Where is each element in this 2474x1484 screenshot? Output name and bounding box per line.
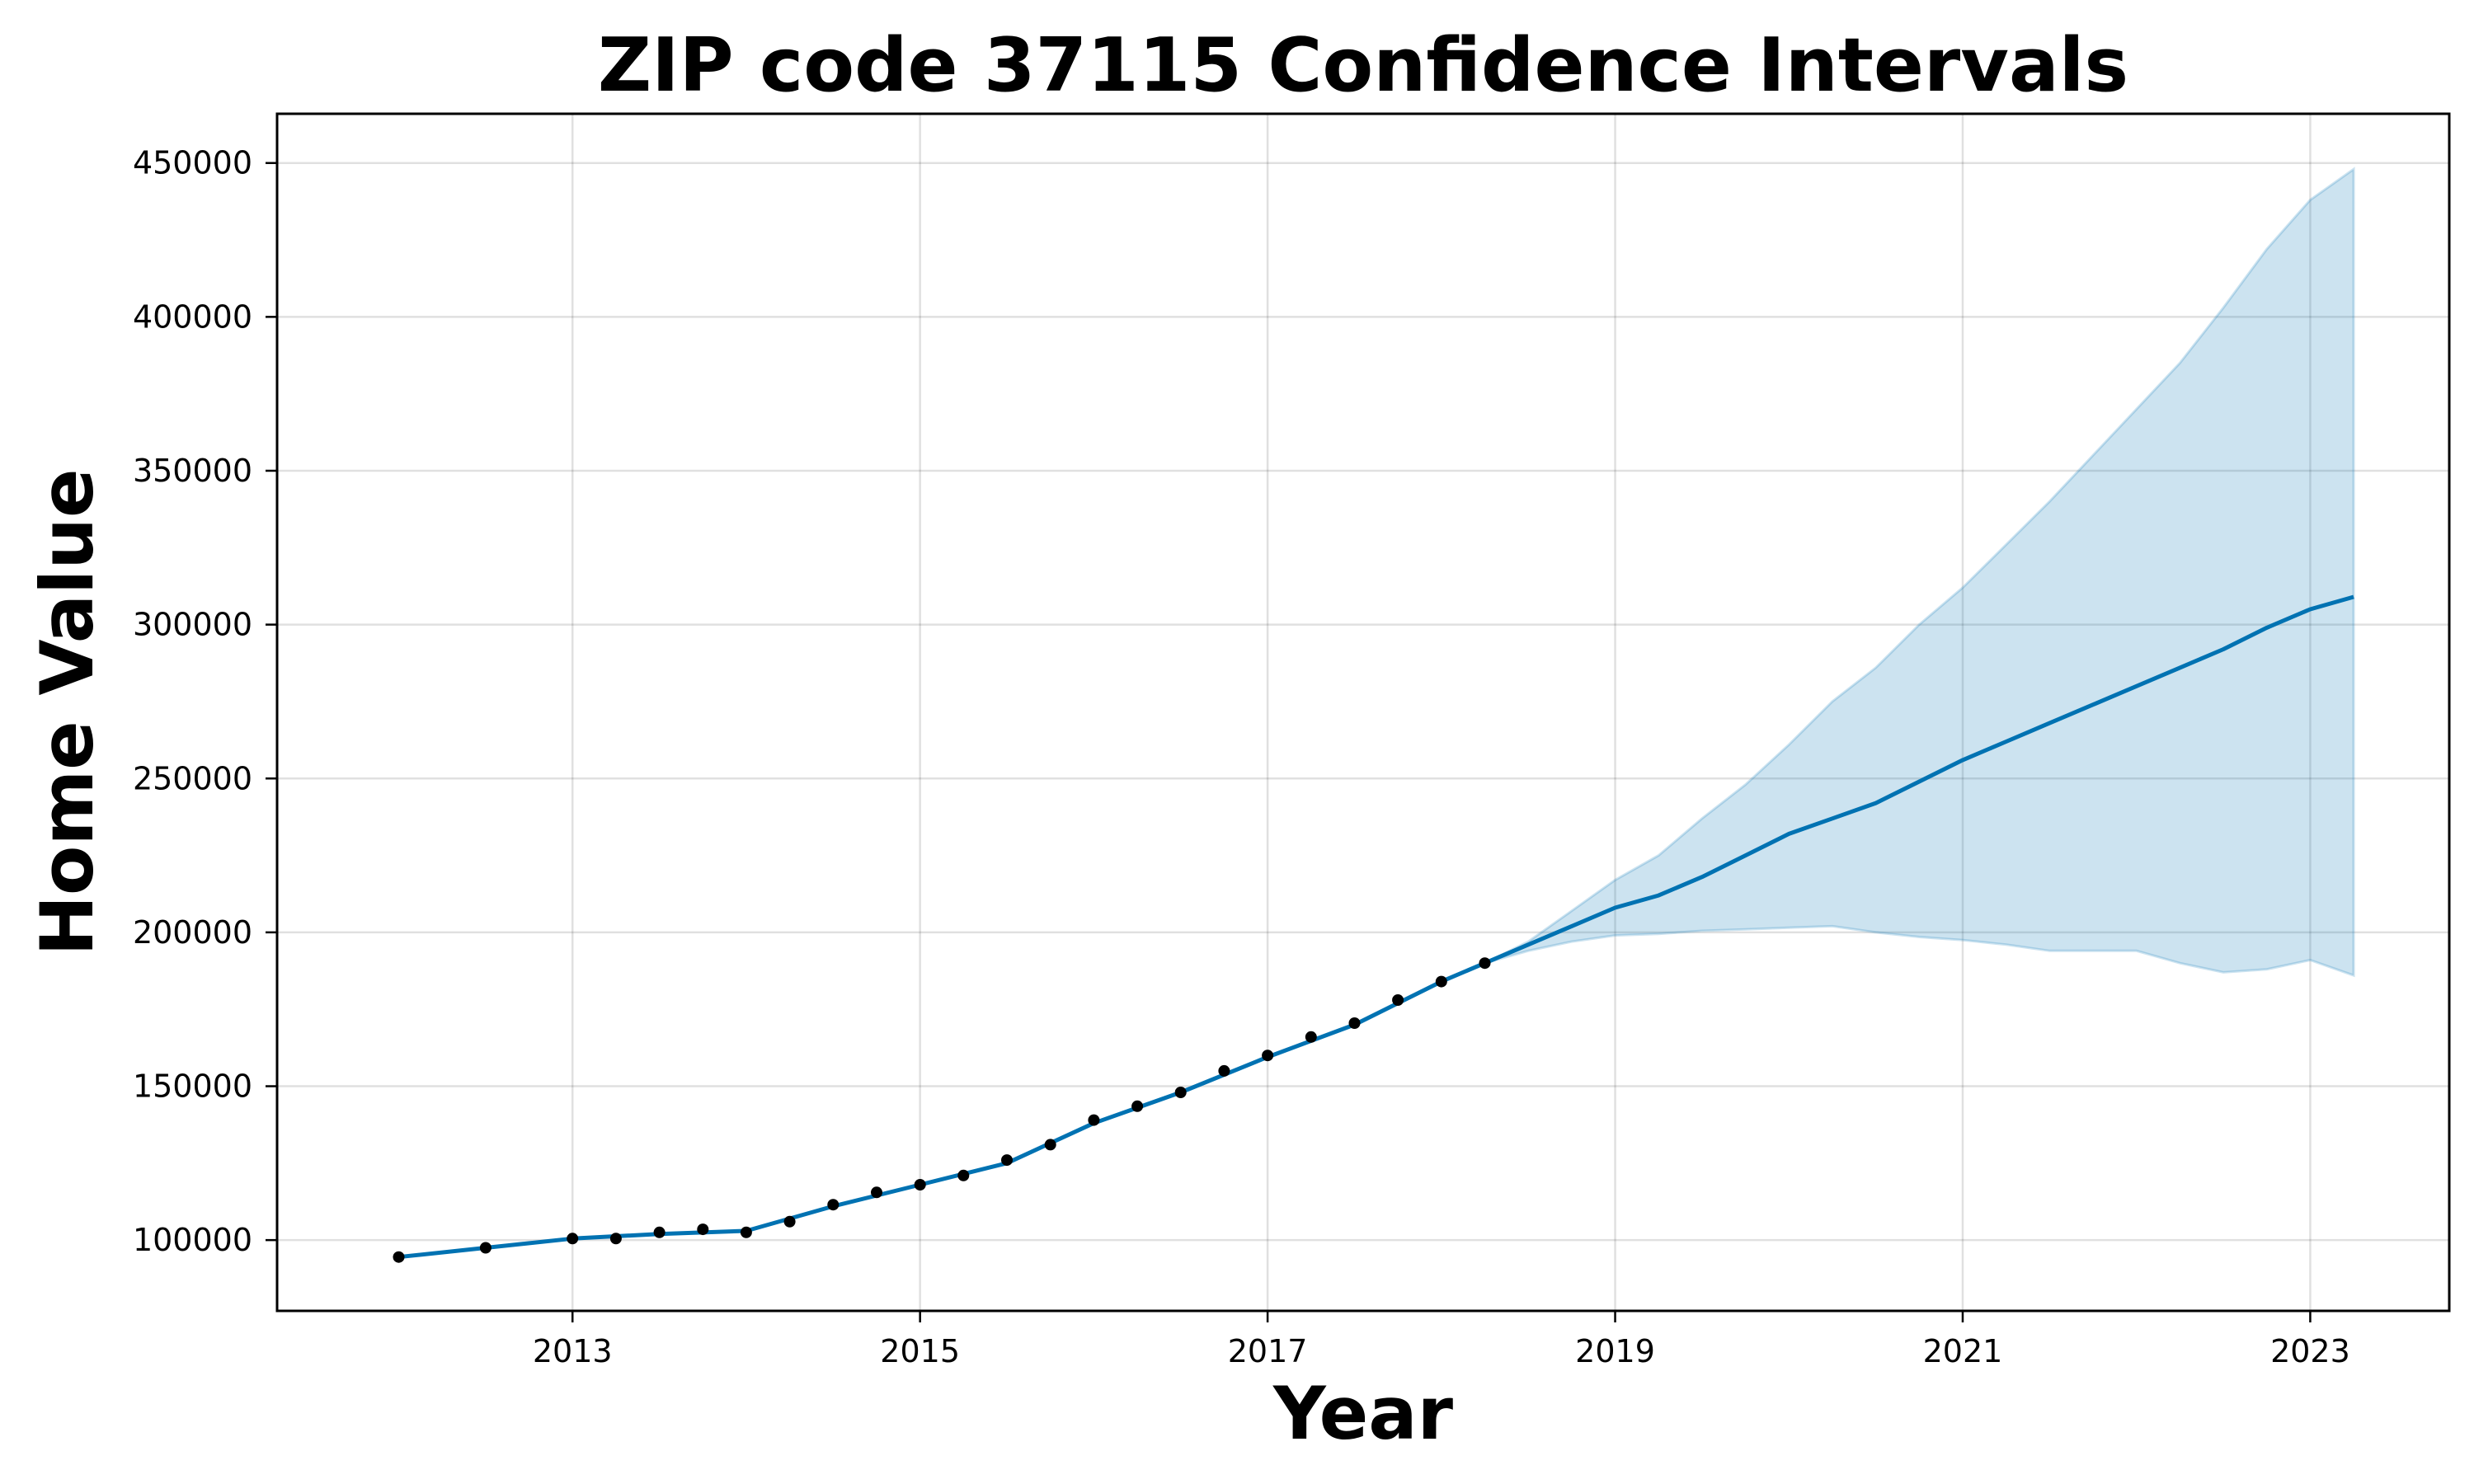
y-tick-label: 350000 — [133, 453, 252, 489]
observed-point — [871, 1186, 882, 1199]
observed-point — [1218, 1064, 1230, 1077]
observed-point — [697, 1223, 709, 1236]
observed-point — [393, 1251, 405, 1263]
observed-point — [1131, 1100, 1144, 1112]
observed-point — [1001, 1154, 1013, 1167]
observed-point — [914, 1179, 926, 1190]
observed-point — [1174, 1087, 1187, 1098]
plot-frame — [275, 112, 2451, 1313]
observed-point — [609, 1233, 622, 1245]
observed-point — [1435, 975, 1447, 988]
y-tick-label: 450000 — [133, 145, 252, 181]
x-tick-label: 2019 — [1575, 1333, 1655, 1369]
ticks-layer: 2013 2015 2017 2019 2021 2023 100000 150000 2000… — [133, 145, 2350, 1369]
observed-point — [1044, 1139, 1056, 1151]
observed-point — [783, 1215, 796, 1228]
x-tick-label: 2021 — [1923, 1333, 2003, 1369]
y-tick-label: 400000 — [133, 298, 252, 335]
grid-layer — [277, 114, 2449, 1311]
x-tick-label: 2023 — [2270, 1333, 2350, 1369]
observed-point — [479, 1242, 492, 1254]
x-tick-label: 2017 — [1228, 1333, 1308, 1369]
x-tick-label: 2015 — [880, 1333, 960, 1369]
observed-point — [1348, 1017, 1361, 1029]
chart-title: ZIP code 37115 Confidence Intervals — [598, 22, 2128, 109]
y-tick-label: 100000 — [133, 1222, 252, 1258]
x-tick-label: 2013 — [533, 1333, 613, 1369]
observed-point — [957, 1169, 970, 1181]
observed-point — [827, 1199, 840, 1211]
observed-point — [740, 1226, 752, 1238]
y-tick-label: 250000 — [133, 760, 252, 796]
observed-point — [1479, 957, 1491, 970]
y-tick-label: 150000 — [133, 1068, 252, 1105]
observed-points-layer — [393, 957, 1491, 1263]
observed-point — [653, 1226, 666, 1238]
observed-point — [567, 1233, 579, 1245]
y-tick-label: 200000 — [133, 914, 252, 951]
observed-point — [1088, 1114, 1100, 1126]
observed-point — [1305, 1031, 1317, 1043]
observed-point — [1262, 1050, 1274, 1062]
observed-point — [1392, 994, 1404, 1006]
x-axis-label: Year — [1272, 1371, 1454, 1456]
y-tick-label: 300000 — [133, 607, 252, 643]
y-axis-label: Home Value — [25, 468, 110, 956]
